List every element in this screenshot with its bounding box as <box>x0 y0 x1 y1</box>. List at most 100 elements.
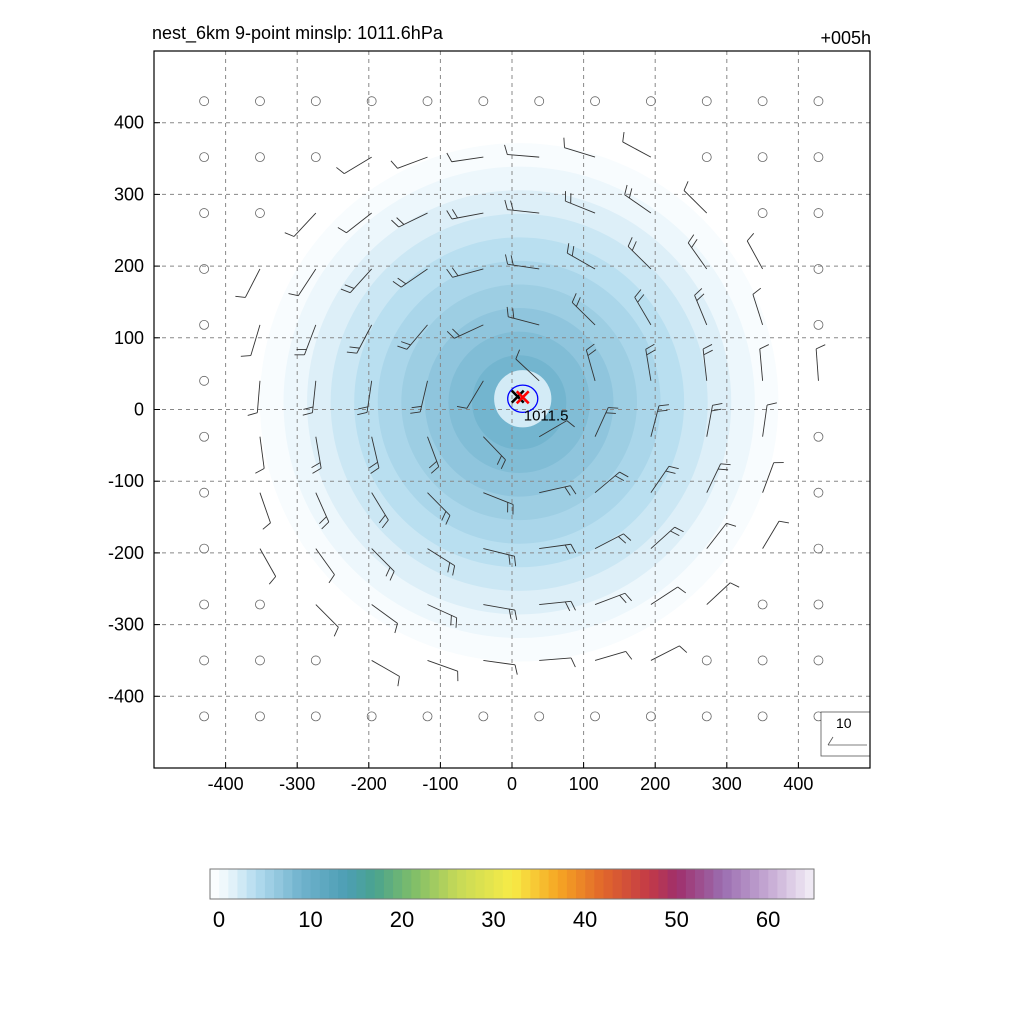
calm-circle <box>199 599 210 610</box>
wind-barb <box>650 404 669 437</box>
colorbar-tick-label: 60 <box>756 907 780 932</box>
x-tick-label: 300 <box>712 774 742 794</box>
colorbar-cell <box>411 869 421 899</box>
reference-barb-label: 10 <box>836 715 852 731</box>
x-tick-label: 100 <box>569 774 599 794</box>
y-tick-label: 0 <box>134 400 144 420</box>
y-tick-label: 300 <box>114 184 144 204</box>
wind-barb <box>702 344 713 381</box>
wind-barb <box>683 181 708 214</box>
colorbar-cell <box>475 869 486 899</box>
calm-circle <box>813 152 824 163</box>
calm-circle <box>757 96 768 107</box>
colorbar-cell <box>347 869 357 899</box>
calm-circle <box>813 208 824 218</box>
wind-barb <box>585 343 597 381</box>
center-marker <box>515 390 530 405</box>
calm-circle <box>757 208 768 218</box>
wind-barb <box>456 380 484 409</box>
x-tick-label: -100 <box>422 774 458 794</box>
colorbar-cell <box>210 869 220 899</box>
colorbar-cell <box>328 869 339 899</box>
calm-circle <box>310 711 321 722</box>
colorbar-cell <box>383 869 394 899</box>
colorbar-cell <box>502 869 513 899</box>
wind-barb <box>815 344 826 381</box>
colorbar-cell <box>338 869 348 899</box>
colorbar-cell <box>630 869 641 899</box>
y-tick-label: 200 <box>114 256 144 276</box>
center-marker <box>510 389 525 404</box>
pressure-contour-label: 1011.5 <box>524 408 569 425</box>
calm-circle <box>366 711 377 722</box>
colorbar-cell <box>740 869 751 899</box>
wind-barb <box>446 267 484 278</box>
wind-barb <box>391 212 428 228</box>
calm-circle <box>422 96 433 107</box>
calm-circle <box>199 208 210 218</box>
colorbar-tick-label: 50 <box>664 907 688 932</box>
wind-barb <box>311 436 322 474</box>
wind-barb <box>694 288 708 326</box>
pressure-contour: 1011.5 <box>507 384 569 425</box>
colorbar-cell <box>548 869 559 899</box>
colorbar-cell <box>319 869 330 899</box>
y-tick-label: -100 <box>108 471 144 491</box>
wind-barb <box>336 156 372 175</box>
calm-circle <box>199 655 210 666</box>
calm-circle <box>757 152 768 163</box>
colorbar-cell <box>429 869 440 899</box>
axes: -400 -300 -200 -100 0 100 200 300 400 400 300 200 10… <box>108 113 813 794</box>
colorbar-cell <box>310 869 321 899</box>
calm-circle <box>199 543 210 554</box>
calm-circle <box>813 543 824 554</box>
wind-barb <box>563 137 596 158</box>
calm-circle <box>199 487 210 498</box>
colorbar-cell <box>420 869 431 899</box>
calm-circle <box>701 152 712 163</box>
calm-circle <box>813 655 824 666</box>
calm-circle <box>255 208 265 218</box>
wind-barb <box>259 548 277 585</box>
wind-barb <box>706 582 740 605</box>
calm-circle <box>478 711 489 722</box>
colorbar-cell <box>301 869 312 899</box>
colorbar-cell <box>777 869 788 899</box>
colorbar-cell <box>255 869 266 899</box>
wind-barb <box>284 212 317 237</box>
wind-barb <box>594 650 633 661</box>
wind-barb <box>650 526 684 549</box>
colorbar-cell <box>731 869 742 899</box>
calm-circle <box>590 711 600 722</box>
colorbar-cell <box>356 869 367 899</box>
wind-barb <box>315 492 330 530</box>
calm-circle <box>813 96 824 107</box>
wind-barb <box>346 324 373 354</box>
calm-circle <box>757 711 768 722</box>
wind-barb <box>446 209 484 220</box>
calm-circle <box>199 711 210 722</box>
colorbar-cell <box>612 869 623 899</box>
colorbar-tick-label: 0 <box>213 907 225 932</box>
calm-circle <box>701 655 712 666</box>
wind-barb <box>302 380 317 416</box>
colorbar-cell <box>685 869 696 899</box>
wind-barb <box>539 657 576 668</box>
calm-circle <box>199 431 210 442</box>
calm-circle <box>255 96 265 107</box>
wind-barb <box>650 645 688 661</box>
y-tick-label: -300 <box>108 615 144 635</box>
wind-barb <box>294 324 317 356</box>
wind-barb <box>594 407 619 437</box>
chart-title: nest_6km 9-point minslp: 1011.6hPa <box>152 23 444 44</box>
colorbar-cell <box>585 869 595 899</box>
plot-area: 1011.5 <box>154 51 870 768</box>
colorbar-cell <box>493 869 504 899</box>
colorbar-cell <box>283 869 293 899</box>
colorbar-cell <box>576 869 586 899</box>
wind-barb <box>427 604 458 628</box>
calm-circle <box>646 711 656 722</box>
wind-barb <box>746 233 763 270</box>
calm-circle <box>813 599 824 610</box>
colorbar-tick-label: 10 <box>298 907 322 932</box>
